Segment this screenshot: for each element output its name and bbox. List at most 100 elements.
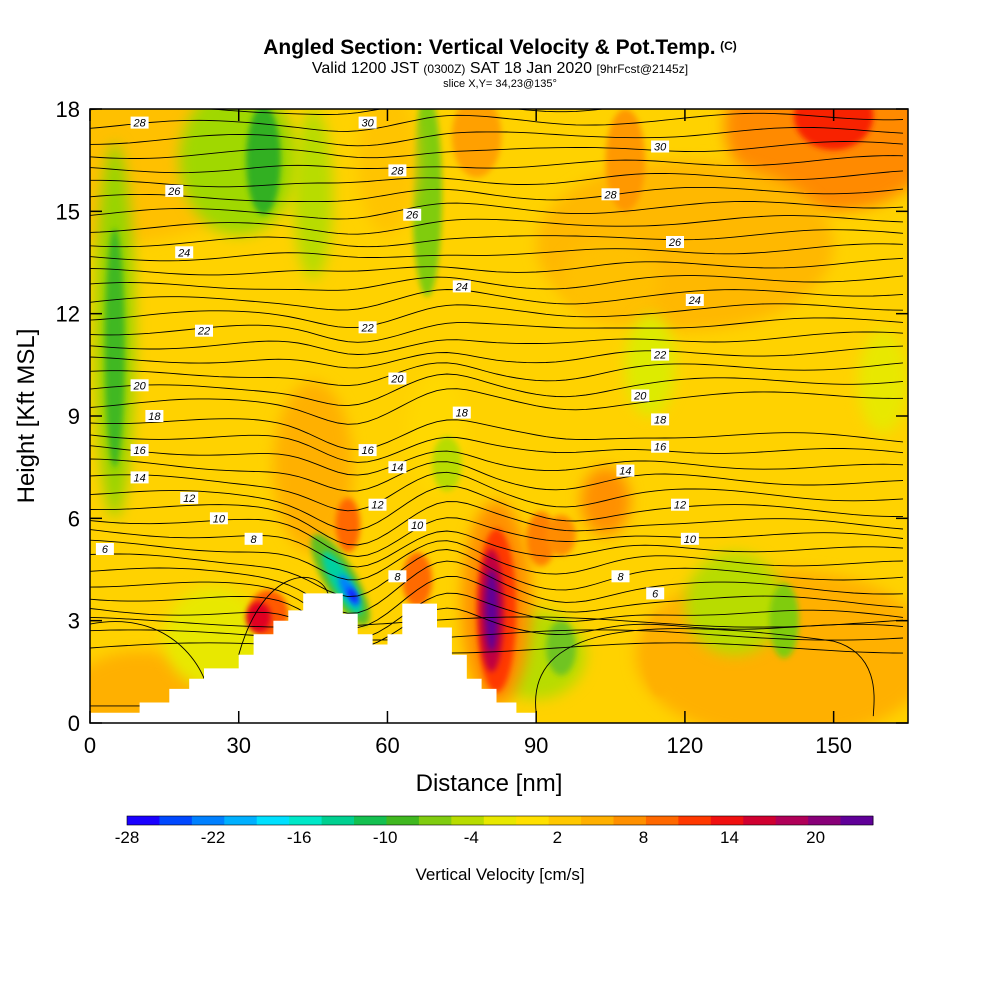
colorbar-tick-label: 2 [553,828,562,847]
contour-label-bg [244,532,263,545]
contour-label-bg [601,188,620,201]
contour-label: 20 [631,389,650,403]
contour-label: 22 [195,324,213,338]
contour-label-bg [358,321,377,334]
contour-label-text: 10 [684,534,697,546]
terrain [90,593,537,723]
valid-utc: (0300Z) [423,62,466,76]
contour-label-text: 24 [455,281,468,293]
field-blob [335,497,361,553]
isentrope-line [90,317,904,343]
contour-label-bg [611,570,630,583]
contour-label: 10 [209,512,228,525]
isentrope-line [90,289,904,311]
contour-label: 12 [671,498,689,512]
isentrope-line [90,243,904,262]
slice-info: slice X,Y= 34,23@135° [443,78,557,90]
colorbar-swatch [710,816,744,825]
field-blob [246,109,281,215]
x-tick-label: 30 [226,733,250,758]
colorbar-tick-label: -28 [115,828,140,847]
contour-label-text: 28 [132,118,146,130]
contour-label-text: 10 [213,513,226,525]
contour-label: 30 [651,140,670,154]
isentrope-line [90,186,904,203]
contour-label: 10 [680,532,699,546]
x-tick-label: 90 [524,733,548,758]
contour-label: 18 [452,406,471,420]
isentrope-line [90,388,904,425]
contour-label: 20 [388,372,407,386]
contour-label: 8 [244,532,263,546]
isentrope-line [90,539,904,581]
field-blob [246,601,271,633]
contour-label-bg [130,379,149,392]
isentrope-line [90,155,904,174]
field-blob [451,109,502,178]
contour-label-text: 8 [394,571,401,583]
field-blob [357,109,418,236]
contour-label-bg [95,543,114,555]
contour-label: 22 [651,348,670,362]
isentrope-line [90,201,904,220]
contour-label-bg [195,324,213,337]
contour-label: 18 [145,410,164,423]
contour-label-text: 16 [654,442,667,454]
isentrope-line [90,642,904,654]
contour-label-text: 8 [617,571,624,583]
colorbar-swatch [451,816,485,825]
isentrope-line [90,549,904,598]
contour-label: 6 [95,543,114,556]
isentrope-line [90,141,904,159]
field-blob [273,381,353,553]
contour-label-text: 6 [102,544,109,556]
contour-label-bg [452,280,471,293]
contour-label-text: 30 [654,142,667,154]
colorbar-swatch [256,816,290,825]
contour-label: 6 [646,587,665,600]
contour-label-bg [671,498,689,511]
contour-label-text: 26 [668,237,682,249]
contour-label-bg [358,444,377,457]
colorbar-swatch [581,816,615,825]
contour-label: 12 [368,498,387,512]
isentrope-line [90,373,904,407]
colorbar-swatch [775,816,809,825]
contour-label-bg [685,294,704,306]
contour-label-text: 14 [619,466,631,478]
isentrope-line [90,458,904,492]
colorbar-tick-label: -16 [287,828,312,847]
isentrope-line [90,501,904,546]
contour-label-text: 26 [405,210,419,222]
y-tick-label: 3 [68,609,80,634]
contour-label-text: 14 [133,472,145,484]
contour-label-text: 16 [361,445,374,457]
field-blob [546,514,576,556]
contour-label-bg [358,116,377,129]
contour-label-bg [388,372,407,385]
colorbar-swatch [418,816,452,825]
contour-label: 14 [130,471,149,484]
contour-label-bg [452,406,471,419]
field-blob [645,613,675,696]
contour-label: 8 [388,570,407,583]
contour-label: 18 [651,413,670,426]
isentrope-line [90,445,904,476]
isentrope-line [90,275,904,291]
vertical-velocity-field [90,109,908,723]
plume-peak [348,588,358,603]
y-tick-label: 18 [56,97,80,122]
contour-label: 8 [611,570,630,583]
isentrope-line [90,629,904,641]
contour-label: 28 [601,188,620,201]
isentrope-line [90,529,904,568]
contour-label: 26 [403,208,422,222]
contour-label: 22 [358,321,377,334]
y-axis-label: Height [Kft MSL] [13,329,40,504]
colorbar-swatch [645,816,679,825]
contour-label-bg [388,164,407,177]
colorbar-swatch [191,816,225,825]
contour-label: 30 [358,116,377,130]
colorbar-swatch [386,816,420,825]
isentrope-loop [535,628,875,717]
